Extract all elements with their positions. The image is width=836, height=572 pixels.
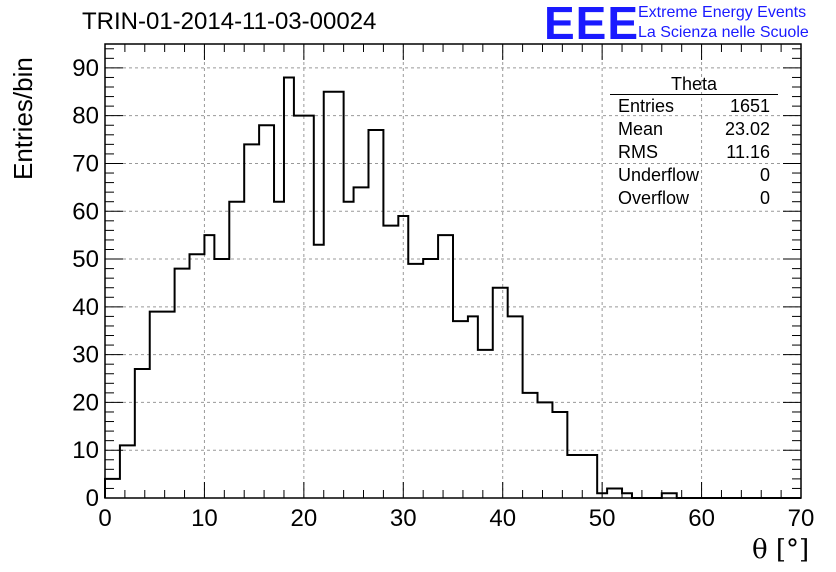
stats-value: 0 [759, 188, 770, 208]
histogram-line [104, 76, 801, 499]
eee-logo: EEE [544, 0, 640, 49]
plot-frame [104, 43, 802, 499]
stats-label: Underflow [618, 165, 700, 185]
stats-title: Theta [610, 74, 778, 95]
x-tick-label: 70 [788, 505, 815, 532]
y-tick-label: 40 [72, 294, 99, 321]
stats-label: Overflow [618, 188, 690, 208]
y-tick-label: 90 [72, 55, 99, 82]
stats-value: 11.16 [726, 142, 770, 162]
tick-labels: 0 10 20 30 40 50 60 70 0 10 20 30 40 50 60 70 80 90 [72, 55, 814, 532]
stats-value: 23.02 [724, 119, 770, 139]
chart-title: TRIN-01-2014-11-03-00024 [82, 8, 377, 35]
y-tick-label: 50 [72, 246, 99, 273]
y-tick-label: 20 [72, 389, 99, 416]
x-tick-label: 0 [98, 505, 111, 532]
y-axis-label: Entries/bin [8, 57, 38, 180]
y-tick-label: 30 [72, 342, 99, 369]
x-axis-label: θ [°] [752, 535, 810, 565]
y-tick-label: 80 [72, 103, 99, 130]
axis-ticks [104, 44, 802, 499]
stats-label: Entries [618, 96, 675, 116]
x-tick-label: 40 [489, 505, 516, 532]
y-tick-label: 60 [72, 198, 99, 225]
logo-line-2: La Scienza nelle Scuole [638, 24, 809, 41]
stats-value: 0 [759, 165, 770, 185]
x-tick-label: 20 [291, 505, 318, 532]
y-tick-label: 10 [72, 437, 99, 464]
stats-row: Mean 23.02 [610, 118, 778, 141]
x-tick-label: 10 [191, 505, 218, 532]
y-tick-label: 0 [86, 485, 99, 512]
stats-label: Mean [618, 119, 664, 139]
y-tick-label: 70 [72, 150, 99, 177]
x-tick-label: 30 [390, 505, 417, 532]
stats-row: Entries 1651 [610, 95, 778, 118]
stats-value: 1651 [729, 96, 770, 116]
x-tick-label: 50 [589, 505, 616, 532]
stats-box: Theta Entries 1651 Mean 23.02 RMS 11.16 Und… [610, 74, 778, 210]
x-tick-label: 60 [688, 505, 715, 532]
logo-line-1: Extreme Energy Events [638, 4, 807, 21]
stats-row: Overflow 0 [610, 187, 778, 210]
stats-row: RMS 11.16 [610, 141, 778, 164]
stats-row: Underflow 0 [610, 164, 778, 187]
stats-label: RMS [618, 142, 658, 162]
